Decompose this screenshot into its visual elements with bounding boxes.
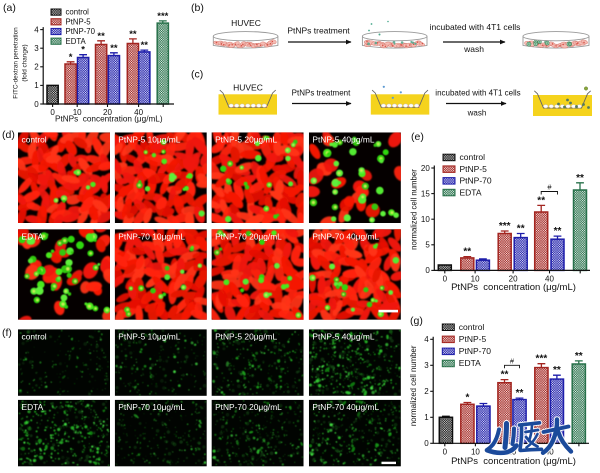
svg-text:***: *** xyxy=(499,221,511,232)
svg-text:PtNP-70: PtNP-70 xyxy=(460,176,492,186)
svg-text:PtNPs treatment: PtNPs treatment xyxy=(287,26,350,36)
svg-text:(e): (e) xyxy=(411,131,424,143)
svg-text:(c): (c) xyxy=(191,69,203,81)
svg-text:HUVEC: HUVEC xyxy=(231,18,261,28)
svg-text:3: 3 xyxy=(424,361,429,370)
svg-text:HUVEC: HUVEC xyxy=(233,83,263,93)
svg-text:**: ** xyxy=(110,43,118,54)
svg-text:5: 5 xyxy=(425,241,430,250)
svg-text:control: control xyxy=(459,322,485,332)
svg-text:40: 40 xyxy=(545,447,554,456)
svg-text:4: 4 xyxy=(424,335,429,344)
svg-text:PtNP-5 10μg/mL: PtNP-5 10μg/mL xyxy=(118,332,180,342)
svg-text:PtNP-5 20μg/mL: PtNP-5 20μg/mL xyxy=(215,332,277,342)
svg-text:control: control xyxy=(460,152,486,162)
svg-text:PtNP-70: PtNP-70 xyxy=(66,27,96,36)
svg-text:*: * xyxy=(69,52,73,63)
svg-text:**: ** xyxy=(97,31,105,42)
svg-text:wash: wash xyxy=(467,109,487,118)
svg-text:**: ** xyxy=(537,195,545,206)
svg-text:PtNP-70: PtNP-70 xyxy=(459,346,491,356)
svg-text:2: 2 xyxy=(424,387,429,396)
svg-text:incubated with 4T1 cells: incubated with 4T1 cells xyxy=(435,89,520,98)
svg-text:EDTA: EDTA xyxy=(22,402,44,412)
svg-text:3: 3 xyxy=(34,44,39,53)
svg-text:40: 40 xyxy=(545,274,554,283)
svg-text:20: 20 xyxy=(103,108,112,117)
svg-text:20: 20 xyxy=(509,274,518,283)
svg-text:**: ** xyxy=(129,29,137,40)
svg-text:EDTA: EDTA xyxy=(66,37,87,46)
svg-text:PtNPs concentration (μg/mL): PtNPs concentration (μg/mL) xyxy=(451,282,576,293)
svg-text:control: control xyxy=(22,332,47,342)
svg-text:40: 40 xyxy=(134,108,143,117)
svg-text:#: # xyxy=(510,356,515,365)
svg-text:**: ** xyxy=(463,247,471,258)
svg-text:**: ** xyxy=(516,388,524,399)
svg-text:PtNP-5: PtNP-5 xyxy=(460,164,488,174)
svg-text:**: ** xyxy=(576,173,584,184)
svg-text:PtNP-70 10μg/mL: PtNP-70 10μg/mL xyxy=(118,232,185,242)
svg-text:10: 10 xyxy=(73,108,82,117)
svg-text:0: 0 xyxy=(443,447,448,456)
svg-text:incubated with 4T1 cells: incubated with 4T1 cells xyxy=(430,22,521,32)
svg-text:***: *** xyxy=(536,354,548,365)
svg-text:0: 0 xyxy=(34,100,39,109)
svg-text:wash: wash xyxy=(463,44,484,54)
svg-text:(fold change): (fold change) xyxy=(22,44,29,81)
svg-text:**: ** xyxy=(501,370,509,381)
svg-text:***: *** xyxy=(157,11,168,22)
svg-text:(d): (d) xyxy=(2,129,15,141)
svg-text:0: 0 xyxy=(425,266,430,275)
svg-text:PtNP-70 40μg/mL: PtNP-70 40μg/mL xyxy=(312,402,379,412)
svg-text:PtNP-5 10μg/mL: PtNP-5 10μg/mL xyxy=(118,135,180,145)
svg-text:normalized cell number: normalized cell number xyxy=(409,345,418,426)
svg-text:0: 0 xyxy=(50,108,55,117)
svg-text:FITC-dextran penetration: FITC-dextran penetration xyxy=(13,27,20,99)
svg-text:10: 10 xyxy=(421,215,430,224)
svg-text:**: ** xyxy=(553,365,561,376)
svg-text:PtNP-70 20μg/mL: PtNP-70 20μg/mL xyxy=(215,232,282,242)
svg-text:EDTA: EDTA xyxy=(459,358,481,368)
svg-text:PtNP-5: PtNP-5 xyxy=(66,17,92,26)
svg-text:control: control xyxy=(66,8,90,17)
svg-text:#: # xyxy=(547,183,552,192)
svg-text:1: 1 xyxy=(34,81,39,90)
svg-text:**: ** xyxy=(554,226,562,237)
svg-text:**: ** xyxy=(141,40,149,51)
svg-text:PtNPs concentration (μg/mL): PtNPs concentration (μg/mL) xyxy=(451,456,576,467)
svg-text:PtNP-70 20μg/mL: PtNP-70 20μg/mL xyxy=(215,402,282,412)
svg-text:*: * xyxy=(465,393,469,404)
svg-text:*: * xyxy=(81,45,85,56)
svg-text:EDTA: EDTA xyxy=(22,232,44,242)
svg-text:0: 0 xyxy=(424,439,429,448)
svg-text:20: 20 xyxy=(421,164,430,173)
svg-text:2: 2 xyxy=(34,63,39,72)
svg-text:10: 10 xyxy=(471,447,480,456)
svg-text:(f): (f) xyxy=(2,327,12,339)
svg-text:(a): (a) xyxy=(3,2,16,14)
svg-text:**: ** xyxy=(517,224,525,235)
svg-text:(g): (g) xyxy=(410,315,423,327)
svg-text:**: ** xyxy=(575,351,583,362)
svg-text:PtNP-70 40μg/mL: PtNP-70 40μg/mL xyxy=(312,232,379,242)
svg-text:(b): (b) xyxy=(191,2,204,14)
svg-text:PtNP-70 10μg/mL: PtNP-70 10μg/mL xyxy=(118,402,185,412)
svg-text:PtNP-5 40μg/mL: PtNP-5 40μg/mL xyxy=(312,135,374,145)
svg-text:PtNP-5: PtNP-5 xyxy=(459,334,487,344)
svg-text:0: 0 xyxy=(443,274,448,283)
svg-text:1: 1 xyxy=(424,413,429,422)
svg-text:EDTA: EDTA xyxy=(460,187,482,197)
svg-text:PtNPs concentration (μg/mL): PtNPs concentration (μg/mL) xyxy=(55,115,163,124)
svg-text:10: 10 xyxy=(471,274,480,283)
svg-text:control: control xyxy=(22,135,47,145)
svg-text:15: 15 xyxy=(421,189,430,198)
svg-text:normalized cell number: normalized cell number xyxy=(410,169,419,250)
svg-text:PtNPs treatment: PtNPs treatment xyxy=(292,89,351,98)
svg-text:PtNP-5 40μg/mL: PtNP-5 40μg/mL xyxy=(312,332,374,342)
svg-text:4: 4 xyxy=(34,25,39,34)
svg-text:PtNP-5 20μg/mL: PtNP-5 20μg/mL xyxy=(215,135,277,145)
